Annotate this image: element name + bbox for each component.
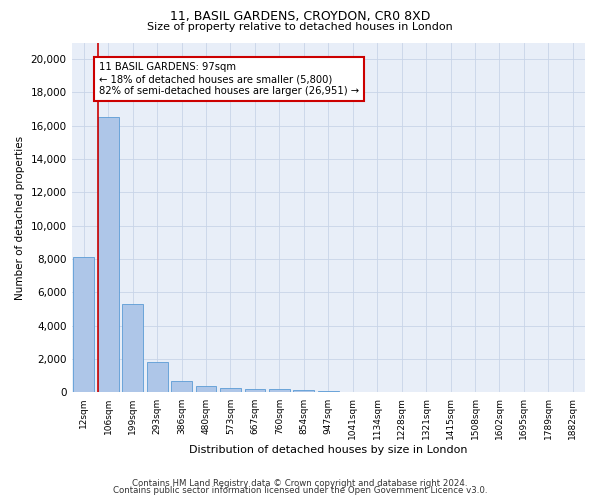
Text: Contains HM Land Registry data © Crown copyright and database right 2024.: Contains HM Land Registry data © Crown c… <box>132 478 468 488</box>
Bar <box>245 389 265 392</box>
Bar <box>318 391 338 392</box>
Text: Size of property relative to detached houses in London: Size of property relative to detached ho… <box>147 22 453 32</box>
Bar <box>98 118 119 392</box>
Bar <box>73 258 94 392</box>
Text: 11, BASIL GARDENS, CROYDON, CR0 8XD: 11, BASIL GARDENS, CROYDON, CR0 8XD <box>170 10 430 23</box>
Bar <box>147 362 167 392</box>
Text: 11 BASIL GARDENS: 97sqm
← 18% of detached houses are smaller (5,800)
82% of semi: 11 BASIL GARDENS: 97sqm ← 18% of detache… <box>99 62 359 96</box>
Bar <box>122 304 143 392</box>
Text: Contains public sector information licensed under the Open Government Licence v3: Contains public sector information licen… <box>113 486 487 495</box>
Y-axis label: Number of detached properties: Number of detached properties <box>15 136 25 300</box>
Bar <box>171 381 192 392</box>
X-axis label: Distribution of detached houses by size in London: Distribution of detached houses by size … <box>189 445 467 455</box>
Bar <box>196 386 217 392</box>
Bar <box>293 390 314 392</box>
Bar <box>269 389 290 392</box>
Bar <box>220 388 241 392</box>
